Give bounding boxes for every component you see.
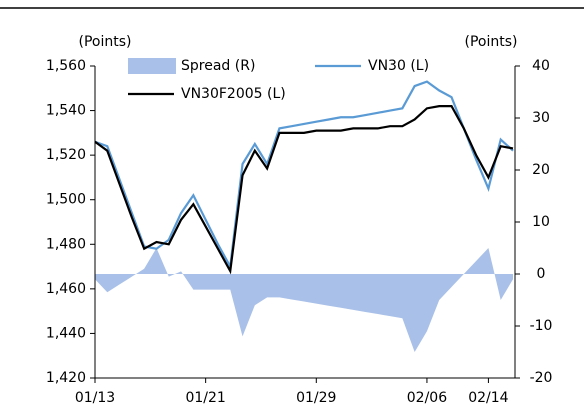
y-tick-label: 1,420	[46, 370, 86, 386]
x-tick-label: 01/29	[296, 390, 336, 406]
legend-label: VN30 (L)	[368, 58, 429, 74]
spread-area	[95, 248, 513, 352]
y2-tick-label: -20	[530, 370, 553, 386]
y2-tick-label: -10	[530, 318, 553, 334]
y-tick-label: 1,520	[46, 147, 86, 163]
y-tick-label: 1,440	[46, 325, 86, 341]
x-tick-label: 01/21	[185, 390, 225, 406]
y2-tick-label: 20	[532, 162, 550, 178]
y-tick-label: 1,480	[46, 236, 86, 252]
y2-tick-label: 10	[532, 214, 550, 230]
x-tick-label: 01/13	[75, 390, 115, 406]
x-tick-label: 02/06	[407, 390, 447, 406]
y-axis-label: (Points)	[79, 34, 132, 50]
y2-tick-label: 40	[532, 58, 550, 74]
x-tick-label: 02/14	[468, 390, 508, 406]
y2-tick-label: 0	[537, 266, 546, 282]
y2-axis-label: (Points)	[465, 34, 518, 50]
y2-tick-label: 30	[532, 110, 550, 126]
y-tick-label: 1,560	[46, 58, 86, 74]
legend-swatch	[128, 58, 176, 74]
legend-label: VN30F2005 (L)	[181, 86, 286, 102]
y-tick-label: 1,540	[46, 103, 86, 119]
legend-label: Spread (R)	[181, 58, 255, 74]
y-tick-label: 1,500	[46, 192, 86, 208]
line-series	[94, 105, 514, 275]
y-tick-label: 1,460	[46, 281, 86, 297]
line-series	[94, 80, 514, 271]
